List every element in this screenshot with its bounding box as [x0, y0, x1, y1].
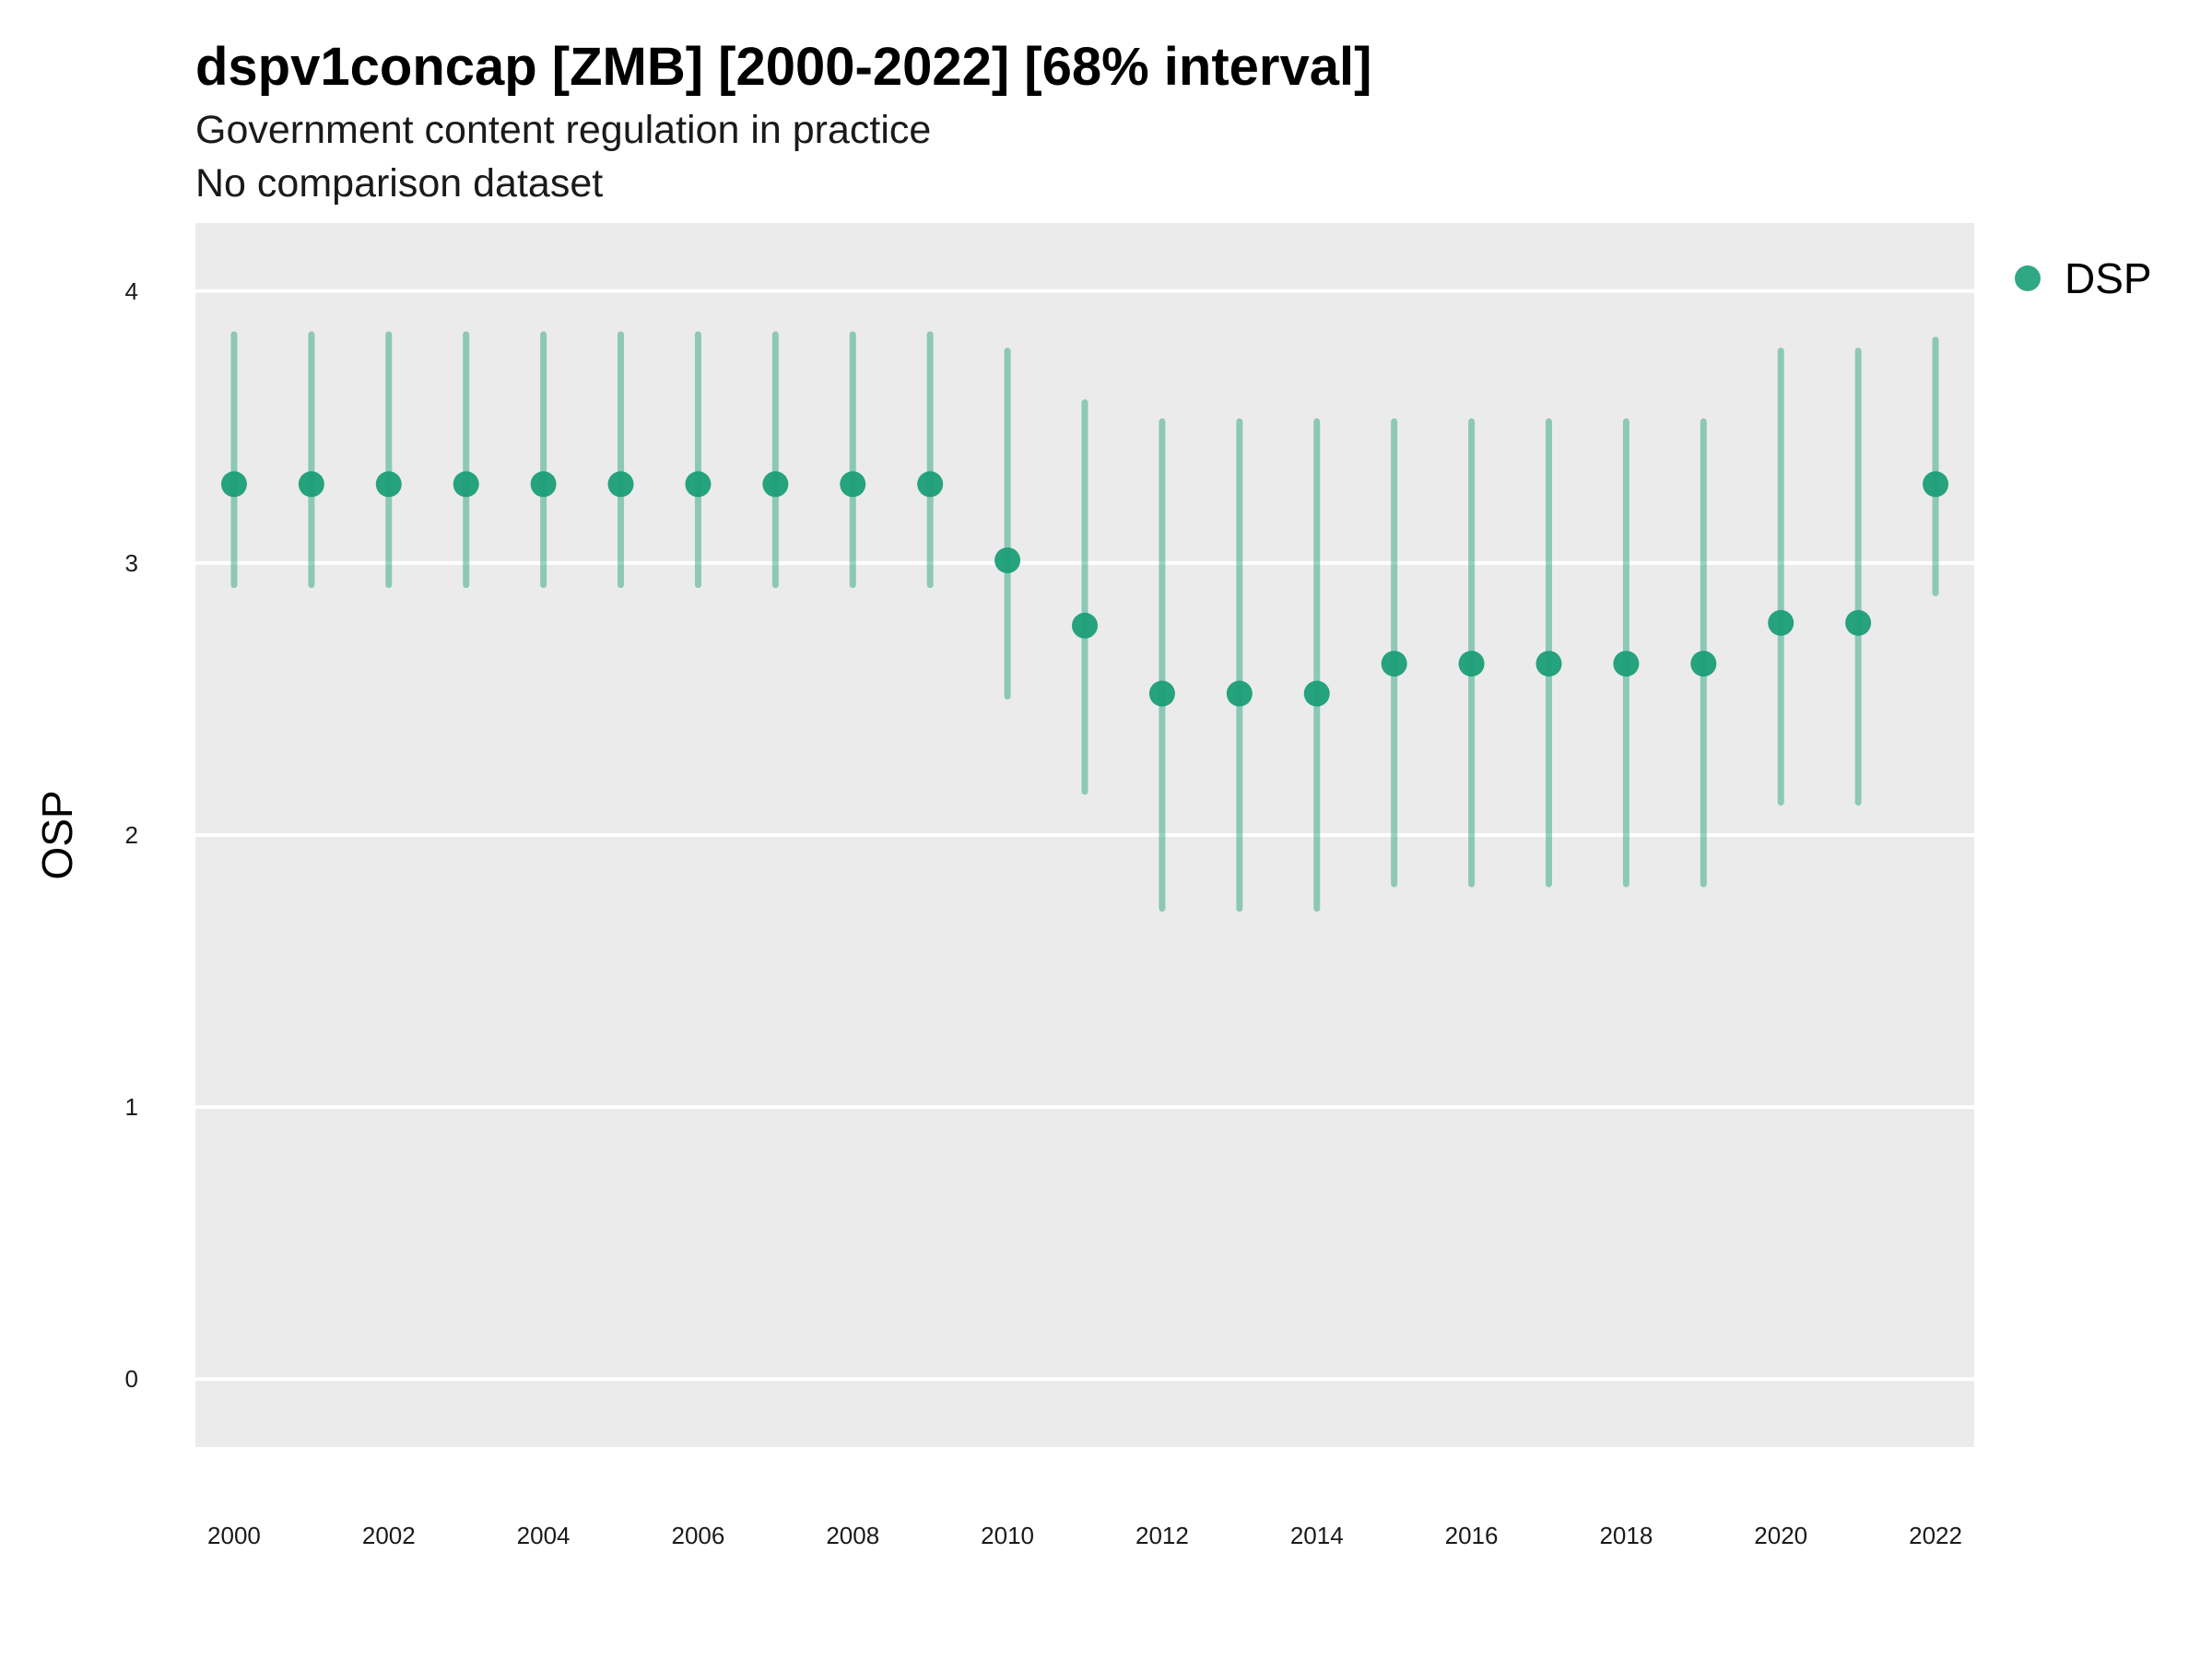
point-2007: [762, 471, 789, 498]
point-2009: [917, 471, 944, 498]
x-tick-label-2006: 2006: [672, 1522, 725, 1549]
point-2018: [1613, 651, 1640, 677]
point-2021: [1845, 609, 1872, 636]
point-2022: [1923, 471, 1949, 498]
point-2014: [1303, 680, 1330, 707]
x-tick-label-2012: 2012: [1135, 1522, 1189, 1549]
y-tick-label-1: 1: [125, 1093, 138, 1121]
chart-title: dspv1concap [ZMB] [2000-2022] [68% inter…: [195, 37, 1371, 97]
y-tick-label-2: 2: [125, 821, 138, 849]
y-tick-label-4: 4: [125, 277, 138, 305]
x-tick-label-2008: 2008: [826, 1522, 879, 1549]
y-tick-label-0: 0: [125, 1365, 138, 1393]
point-2002: [375, 471, 402, 498]
point-2008: [840, 471, 866, 498]
x-tick-label-2014: 2014: [1290, 1522, 1344, 1549]
point-2013: [1226, 680, 1253, 707]
point-2005: [607, 471, 634, 498]
x-tick-label-2016: 2016: [1445, 1522, 1499, 1549]
chart-subtitle: Government content regulation in practic…: [195, 108, 931, 152]
point-2001: [298, 471, 324, 498]
chart-subtitle-2: No comparison dataset: [195, 161, 603, 206]
point-2003: [453, 471, 479, 498]
point-2016: [1458, 651, 1485, 677]
legend-label-DSP: DSP: [2065, 254, 2152, 302]
y-axis-title: OSP: [33, 790, 81, 879]
legend-key-DSP: [2015, 265, 2041, 291]
x-tick-label-2010: 2010: [981, 1522, 1034, 1549]
x-tick-label-2022: 2022: [1909, 1522, 1962, 1549]
y-tick-label-3: 3: [125, 549, 138, 577]
legend: DSP: [2015, 254, 2152, 302]
x-tick-label-2000: 2000: [207, 1522, 261, 1549]
point-2017: [1535, 651, 1562, 677]
point-2011: [1072, 612, 1098, 639]
x-tick-label-2020: 2020: [1754, 1522, 1807, 1549]
x-tick-label-2002: 2002: [362, 1522, 416, 1549]
point-2006: [685, 471, 712, 498]
point-2004: [530, 471, 557, 498]
y-tick-labels: 0 1 2 3 4: [125, 277, 138, 1393]
point-2000: [220, 471, 247, 498]
point-2010: [994, 547, 1021, 573]
x-tick-labels: 2000 2002 2004 2006 2008 2010 2012 2014 2016 2018…: [207, 1522, 1962, 1549]
point-2012: [1148, 680, 1175, 707]
point-2019: [1690, 651, 1717, 677]
point-2020: [1768, 609, 1794, 636]
x-tick-label-2018: 2018: [1599, 1522, 1653, 1549]
x-tick-label-2004: 2004: [517, 1522, 571, 1549]
grid-lines: [195, 288, 1974, 1382]
point-2015: [1381, 651, 1407, 677]
data-marks: [220, 331, 1949, 912]
